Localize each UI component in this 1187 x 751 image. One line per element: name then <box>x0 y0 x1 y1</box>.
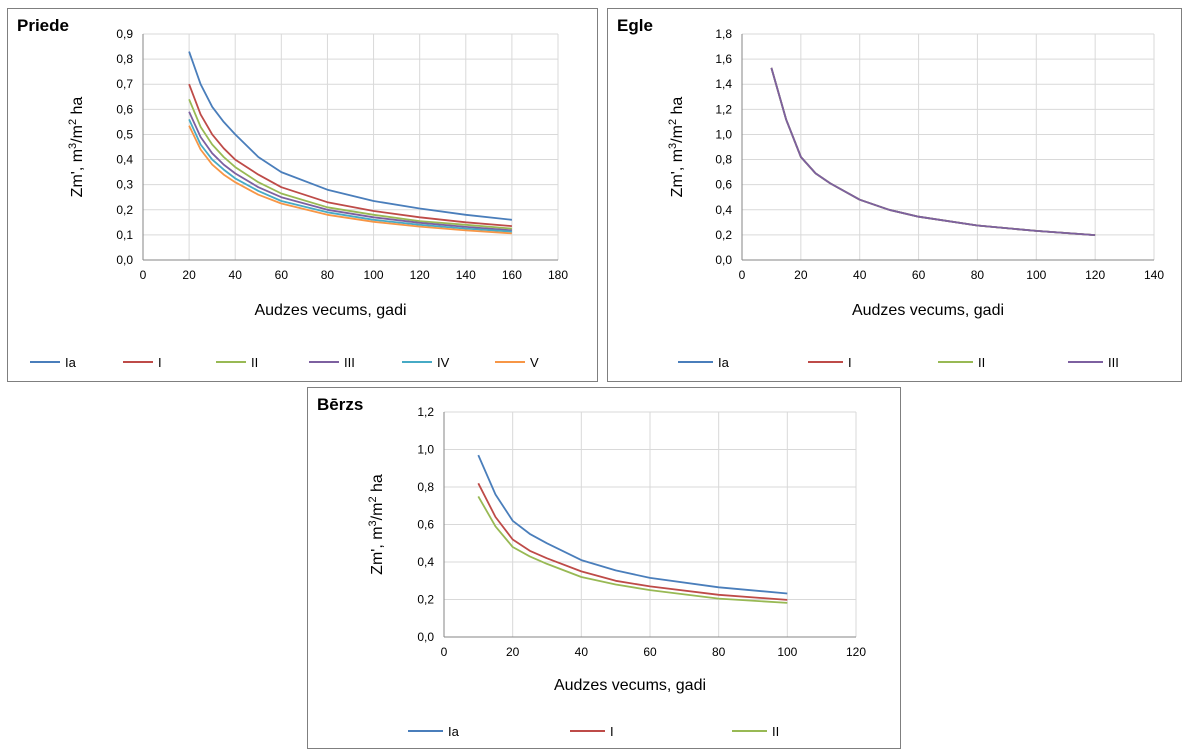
x-axis-label: Audzes vecums, gadi <box>554 677 706 694</box>
legend-label: III <box>344 355 355 370</box>
chart-panel-berzs: Bērzs 0 20 40 60 80 100 120 0,0 0,2 0,4 0,6 0,8 1,0 1… <box>307 387 901 749</box>
legend-label: II <box>772 724 779 739</box>
x-tick-label: 60 <box>643 645 657 659</box>
chart-title: Egle <box>617 16 653 35</box>
y-tick-label: 0,8 <box>116 52 133 66</box>
legend-label: I <box>158 355 162 370</box>
x-tick-label: 40 <box>853 268 867 282</box>
y-tick-label: 1,0 <box>715 127 732 141</box>
legend: Ia I II III <box>678 355 1119 370</box>
legend-label: Ia <box>718 355 730 370</box>
x-tick-label: 0 <box>140 268 147 282</box>
y-tick-label: 0,8 <box>417 480 434 494</box>
chart-title: Priede <box>17 16 69 35</box>
chart-priede: 0 20 40 60 80 100 120 140 160 180 0,0 0,1 0,2 0,3 0,4 0… <box>30 27 568 370</box>
series-line-ii <box>188 98 512 230</box>
y-axis-label: Zm', m3/m2 ha <box>367 474 386 575</box>
chart-berzs: 0 20 40 60 80 100 120 0,0 0,2 0,4 0,6 0,8 1,0 1,2 Audz… <box>367 405 866 739</box>
y-tick-label: 0,6 <box>116 102 133 116</box>
legend-label: IV <box>437 355 450 370</box>
y-tick-label: 0,4 <box>116 153 133 167</box>
x-tick-label: 60 <box>912 268 926 282</box>
series-line-iv <box>188 119 512 233</box>
legend-label: I <box>848 355 852 370</box>
x-tick-label: 0 <box>739 268 746 282</box>
series-line-ia <box>188 51 512 221</box>
x-tick-label: 120 <box>846 645 866 659</box>
y-tick-label: 0,6 <box>417 518 434 532</box>
legend-label: II <box>251 355 258 370</box>
series-line-ii <box>477 495 788 604</box>
y-tick-label: 0,0 <box>116 253 133 267</box>
x-tick-label: 40 <box>229 268 243 282</box>
x-tick-label: 180 <box>548 268 568 282</box>
y-tick-label: 0,1 <box>116 228 133 242</box>
y-tick-label: 1,6 <box>715 52 732 66</box>
chart-title: Bērzs <box>317 395 364 414</box>
x-tick-label: 20 <box>506 645 520 659</box>
legend-label: V <box>530 355 539 370</box>
series-line-i <box>477 482 788 601</box>
gridlines <box>741 33 1155 261</box>
y-tick-label: 0,3 <box>116 178 133 192</box>
series-line-iii <box>188 111 512 232</box>
y-tick-label: 0,7 <box>116 77 133 91</box>
x-tick-label: 100 <box>364 268 384 282</box>
gridlines <box>443 411 857 638</box>
y-tick-label: 1,2 <box>715 102 732 116</box>
legend: Ia I II <box>408 724 779 739</box>
x-tick-label: 100 <box>1026 268 1046 282</box>
x-tick-label: 20 <box>794 268 808 282</box>
x-tick-label: 120 <box>410 268 430 282</box>
y-tick-label: 0,9 <box>116 27 133 41</box>
legend-label: Ia <box>448 724 460 739</box>
legend-label: Ia <box>65 355 77 370</box>
gridlines <box>142 33 559 261</box>
x-tick-label: 80 <box>712 645 726 659</box>
series-line-i <box>188 83 512 227</box>
x-tick-label: 140 <box>1144 268 1164 282</box>
series-line-ia <box>477 454 788 595</box>
x-tick-label: 120 <box>1085 268 1105 282</box>
y-tick-label: 0,2 <box>417 593 434 607</box>
chart-egle: 0 20 40 60 80 100 120 140 0,0 0,2 0,4 0,6 0,8 1,0 1,2 1… <box>667 27 1164 370</box>
y-tick-label: 0,6 <box>715 178 732 192</box>
x-axis-label: Audzes vecums, gadi <box>254 302 406 319</box>
y-axis-label: Zm', m3/m2 ha <box>667 97 686 198</box>
x-tick-label: 40 <box>575 645 589 659</box>
chart-panel-egle: Egle 0 20 40 60 80 100 120 140 0,0 0,2 0,4 0,6 0,8 1,… <box>607 8 1182 382</box>
x-axis-label: Audzes vecums, gadi <box>852 302 1004 319</box>
y-tick-label: 0,0 <box>715 253 732 267</box>
series-line-iii <box>770 67 1096 236</box>
x-tick-label: 140 <box>456 268 476 282</box>
legend-label: II <box>978 355 985 370</box>
x-tick-label: 80 <box>321 268 335 282</box>
y-tick-label: 0,4 <box>417 555 434 569</box>
y-tick-label: 0,5 <box>116 127 133 141</box>
y-tick-label: 0,2 <box>715 228 732 242</box>
y-tick-label: 0,4 <box>715 203 732 217</box>
y-tick-label: 0,8 <box>715 153 732 167</box>
y-tick-label: 1,8 <box>715 27 732 41</box>
x-tick-label: 60 <box>275 268 289 282</box>
legend-label: III <box>1108 355 1119 370</box>
y-tick-label: 0,0 <box>417 630 434 644</box>
y-tick-label: 1,2 <box>417 405 434 419</box>
y-axis-label: Zm', m3/m2 ha <box>67 97 86 198</box>
x-tick-label: 100 <box>777 645 797 659</box>
y-tick-label: 0,2 <box>116 203 133 217</box>
x-tick-label: 160 <box>502 268 522 282</box>
legend: Ia I II III IV V <box>30 355 539 370</box>
chart-panel-priede: Priede 0 20 40 60 80 100 120 140 160 180 0,0 0,1 0,2… <box>7 8 598 382</box>
x-tick-label: 20 <box>182 268 196 282</box>
y-tick-label: 1,4 <box>715 77 732 91</box>
legend-label: I <box>610 724 614 739</box>
series-line-v <box>188 125 512 235</box>
x-tick-label: 80 <box>971 268 985 282</box>
y-tick-label: 1,0 <box>417 443 434 457</box>
x-tick-label: 0 <box>441 645 448 659</box>
